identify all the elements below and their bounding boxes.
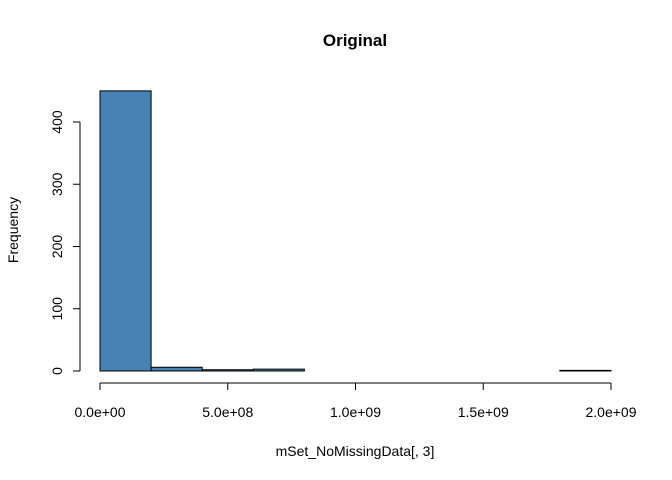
histogram-bar (252, 368, 305, 372)
x-axis-label: mSet_NoMissingData[, 3] (276, 443, 435, 459)
y-axis-label: Frequency (5, 197, 21, 263)
chart-title: Original (323, 31, 387, 50)
x-tick-label: 1.0e+09 (330, 404, 381, 420)
y-tick-label: 200 (49, 235, 65, 259)
histogram-bar (99, 90, 152, 372)
y-tick-label: 400 (49, 110, 65, 134)
x-tick-label: 2.0e+09 (586, 404, 637, 420)
histogram-bar (201, 369, 254, 372)
y-axis: 0 100 200 300 400 (49, 110, 81, 375)
bars-group (99, 90, 612, 372)
y-tick-label: 300 (49, 172, 65, 196)
y-tick-label: 100 (49, 297, 65, 321)
histogram-bar (150, 366, 203, 372)
x-tick-label: 1.5e+09 (458, 404, 509, 420)
x-tick-label: 0.0e+00 (75, 404, 126, 420)
x-axis: 0.0e+00 5.0e+08 1.0e+09 1.5e+09 2.0e+09 (75, 382, 637, 420)
histogram-bar (559, 369, 612, 372)
y-tick-label: 0 (49, 367, 65, 375)
x-tick-label: 5.0e+08 (202, 404, 253, 420)
